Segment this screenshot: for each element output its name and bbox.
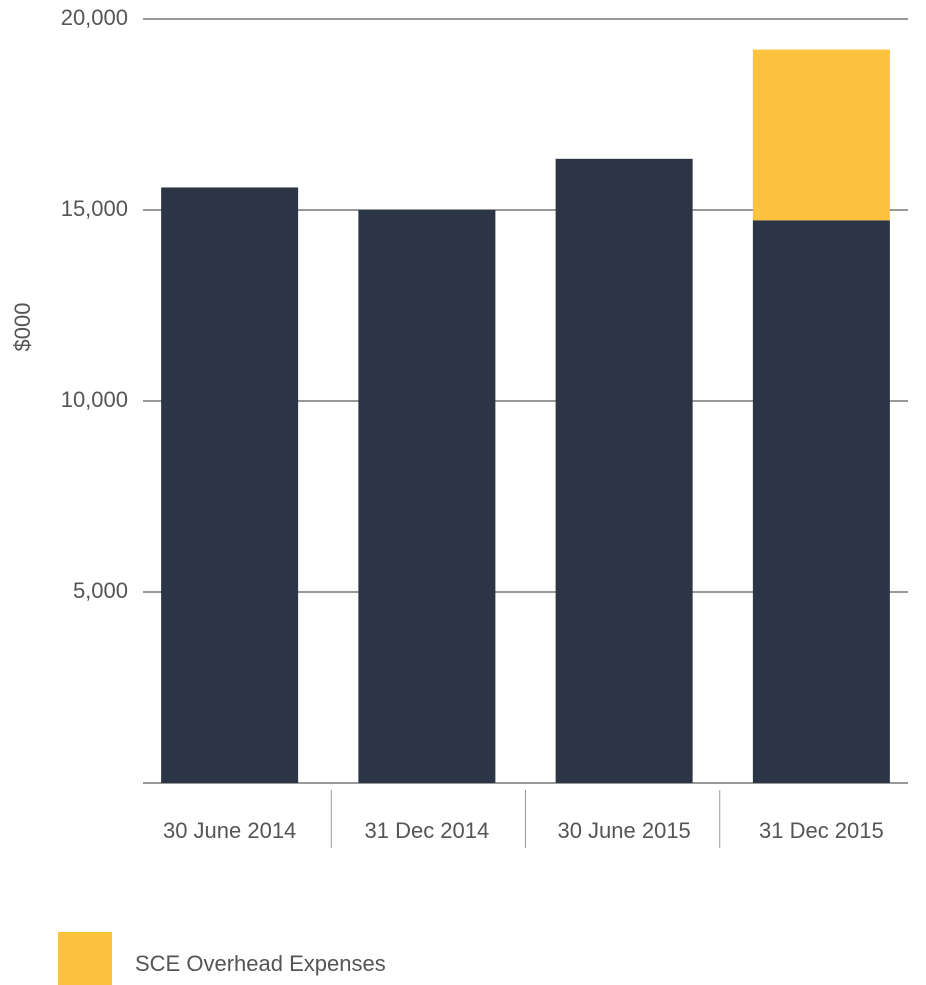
- bar: [752, 220, 890, 784]
- bar: [555, 158, 693, 783]
- x-tick-label: 31 Dec 2015: [759, 818, 884, 843]
- y-tick-label: 10,000: [61, 387, 128, 412]
- bar: [161, 187, 299, 783]
- bar: [752, 49, 890, 221]
- y-tick-label: 20,000: [61, 5, 128, 30]
- y-tick-label: 5,000: [73, 578, 128, 603]
- x-tick-label: 31 Dec 2014: [364, 818, 489, 843]
- legend-swatch: [58, 932, 112, 985]
- x-tick-label: 30 June 2014: [163, 818, 296, 843]
- y-tick-label: 15,000: [61, 196, 128, 221]
- legend-label: SCE Overhead Expenses: [135, 951, 386, 976]
- bar: [358, 210, 496, 783]
- y-axis-label: $000: [10, 303, 35, 352]
- x-tick-label: 30 June 2015: [557, 818, 690, 843]
